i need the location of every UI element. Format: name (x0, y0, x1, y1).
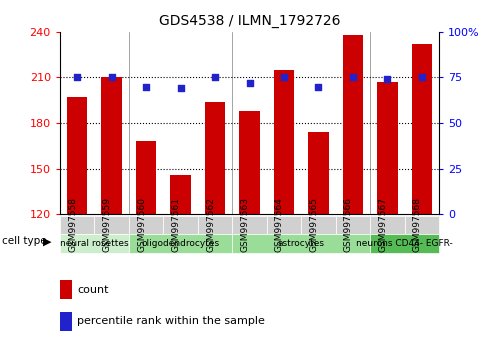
Bar (343, 35, 363, 214)
Text: GSM997561: GSM997561 (172, 198, 181, 252)
Bar (205, 102, 226, 214)
Bar (136, 141, 156, 214)
Point (108, 75, 116, 80)
Text: GSM997567: GSM997567 (378, 198, 387, 252)
Text: GSM997566: GSM997566 (344, 198, 353, 252)
Bar (232, 216, 267, 234)
Bar (60, 234, 129, 253)
Text: astrocytes: astrocytes (278, 239, 325, 248)
Text: GSM997560: GSM997560 (137, 198, 146, 252)
Title: GDS4538 / ILMN_1792726: GDS4538 / ILMN_1792726 (159, 14, 340, 28)
Point (418, 75, 426, 80)
Text: oligodendrocytes: oligodendrocytes (142, 239, 220, 248)
Text: GSM997565: GSM997565 (309, 198, 318, 252)
Bar (412, 44, 432, 214)
Bar (370, 234, 439, 253)
Text: cell type: cell type (2, 236, 47, 246)
Bar (170, 175, 191, 214)
Text: ▶: ▶ (43, 236, 52, 246)
Bar (301, 216, 336, 234)
Bar (336, 216, 370, 234)
Bar (239, 111, 260, 214)
Bar (60, 216, 94, 234)
Bar (267, 216, 301, 234)
Bar (308, 132, 329, 214)
Text: neurons CD44- EGFR-: neurons CD44- EGFR- (356, 239, 453, 248)
Text: GSM997562: GSM997562 (206, 198, 215, 252)
Text: count: count (77, 285, 109, 295)
Text: percentile rank within the sample: percentile rank within the sample (77, 316, 265, 326)
Bar (163, 216, 198, 234)
Bar (94, 216, 129, 234)
Bar (377, 82, 398, 214)
Bar (370, 216, 405, 234)
Bar (273, 70, 294, 214)
Point (383, 76, 391, 82)
Text: neural rosettes: neural rosettes (60, 239, 129, 248)
Text: GSM997568: GSM997568 (413, 198, 422, 252)
Point (177, 86, 185, 91)
Bar (129, 234, 232, 253)
Point (211, 75, 219, 80)
Bar (129, 216, 163, 234)
Bar (405, 216, 439, 234)
Bar (101, 78, 122, 214)
Point (142, 84, 150, 89)
Point (73, 75, 81, 80)
Point (314, 84, 322, 89)
Text: GSM997564: GSM997564 (275, 198, 284, 252)
Bar (67, 97, 87, 214)
Bar (198, 216, 232, 234)
Point (280, 75, 288, 80)
Bar (232, 234, 370, 253)
Text: GSM997559: GSM997559 (103, 198, 112, 252)
Text: GSM997563: GSM997563 (241, 198, 250, 252)
Point (246, 80, 253, 86)
Point (349, 75, 357, 80)
Text: GSM997558: GSM997558 (68, 198, 77, 252)
